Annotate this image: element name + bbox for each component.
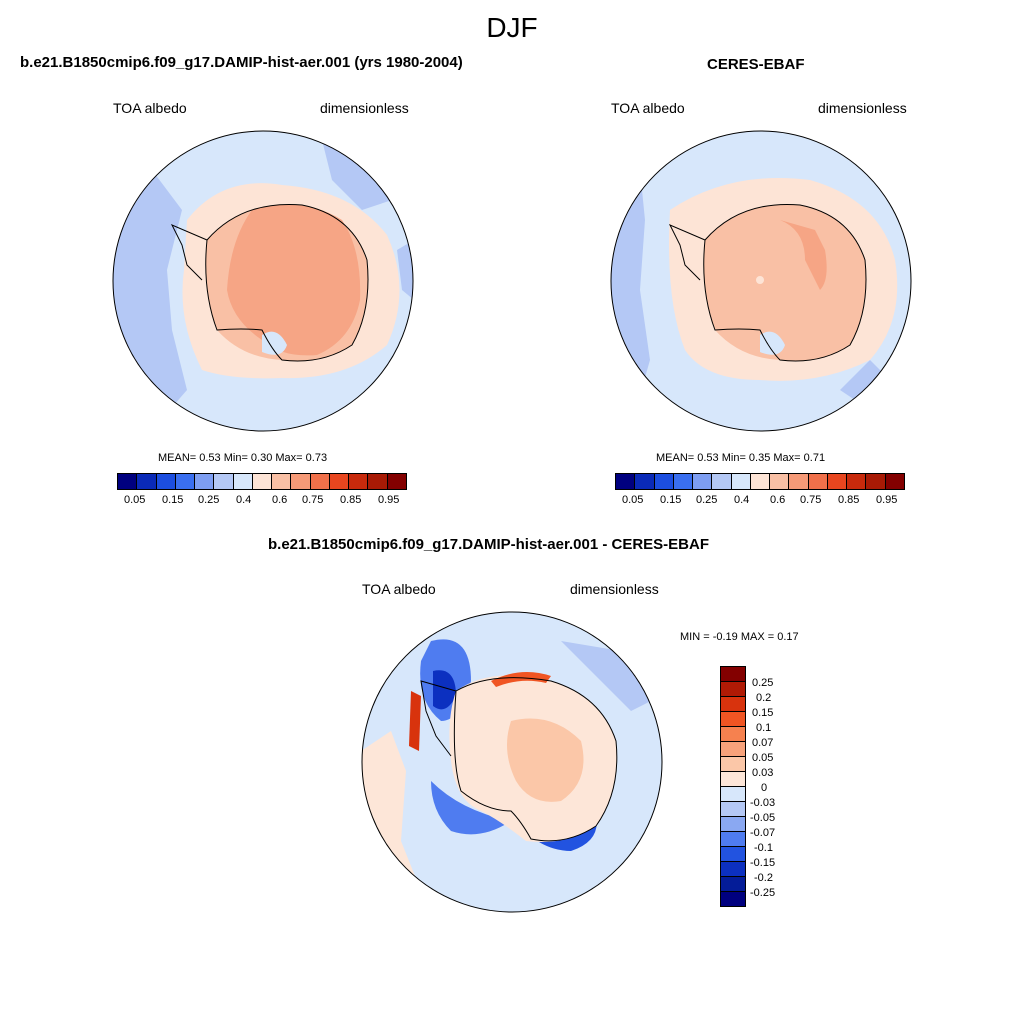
cbar3-tick: 0	[761, 782, 768, 794]
swatch	[291, 474, 311, 489]
swatch	[789, 474, 809, 489]
swatch	[721, 817, 745, 832]
swatch	[721, 862, 745, 877]
swatch	[175, 474, 196, 489]
swatch	[329, 474, 350, 489]
swatch	[750, 474, 771, 489]
cbar2-tick: 0.25	[696, 494, 718, 506]
panel3-units: dimensionless	[570, 581, 659, 597]
swatch	[721, 892, 745, 906]
swatch	[214, 474, 234, 489]
cbar3-tick: -0.03	[750, 797, 776, 809]
swatch	[847, 474, 867, 489]
cbar3-tick: 0.2	[756, 692, 772, 704]
panel2-colorbar-boxes	[615, 473, 905, 490]
swatch	[616, 474, 636, 489]
swatch	[866, 474, 886, 489]
cbar1-tick: 0.75	[302, 494, 324, 506]
swatch	[310, 474, 330, 489]
swatch	[731, 474, 751, 489]
panel2-units: dimensionless	[818, 100, 907, 116]
swatch	[721, 667, 745, 682]
panel2-variable: TOA albedo	[611, 100, 685, 116]
swatch	[635, 474, 655, 489]
swatch	[654, 474, 674, 489]
swatch	[721, 727, 745, 742]
cbar1-tick: 0.95	[378, 494, 400, 506]
cbar3-tick: 0.15	[752, 707, 774, 719]
cbar3-tick: -0.07	[750, 827, 776, 839]
cbar1-tick: 0.05	[124, 494, 146, 506]
swatch	[673, 474, 694, 489]
cbar3-tick: -0.05	[750, 812, 776, 824]
cbar3-tick: 0.1	[756, 722, 772, 734]
swatch	[721, 877, 745, 892]
panel3-title: b.e21.B1850cmip6.f09_g17.DAMIP-hist-aer.…	[268, 536, 709, 553]
cbar3-tick: 0.05	[752, 752, 774, 764]
swatch	[721, 847, 745, 862]
panel1-title: b.e21.B1850cmip6.f09_g17.DAMIP-hist-aer.…	[20, 54, 463, 71]
cbar2-tick: 0.75	[800, 494, 822, 506]
panel3-map	[361, 611, 663, 913]
swatch	[118, 474, 138, 489]
panel1-variable: TOA albedo	[113, 100, 187, 116]
cbar1-tick: 0.6	[272, 494, 288, 506]
panel1-map	[112, 130, 414, 432]
panel1-stats: MEAN= 0.53 Min= 0.30 Max= 0.73	[158, 452, 328, 464]
cbar2-tick: 0.05	[622, 494, 644, 506]
swatch	[721, 772, 745, 787]
cbar3-tick: -0.1	[754, 842, 773, 854]
cbar1-tick: 0.25	[198, 494, 220, 506]
panel3-colorbar-boxes	[720, 666, 746, 907]
swatch	[721, 712, 745, 727]
swatch	[721, 832, 745, 847]
swatch	[252, 474, 273, 489]
cbar3-tick: -0.2	[754, 872, 773, 884]
swatch	[721, 787, 745, 802]
swatch	[721, 757, 745, 772]
swatch	[712, 474, 732, 489]
swatch	[808, 474, 828, 489]
cbar2-tick: 0.95	[876, 494, 898, 506]
swatch	[195, 474, 215, 489]
panel1-units: dimensionless	[320, 100, 409, 116]
cbar3-tick: -0.25	[750, 887, 776, 899]
swatch	[368, 474, 388, 489]
swatch	[693, 474, 713, 489]
panel1-colorbar	[117, 473, 407, 490]
swatch	[721, 802, 745, 817]
cbar3-tick: -0.15	[750, 857, 776, 869]
swatch	[721, 697, 745, 712]
swatch	[233, 474, 253, 489]
panel2-map	[610, 130, 912, 432]
cbar2-tick: 0.85	[838, 494, 860, 506]
swatch	[770, 474, 790, 489]
swatch	[137, 474, 157, 489]
cbar3-tick: 0.03	[752, 767, 774, 779]
swatch	[349, 474, 369, 489]
panel1-colorbar-boxes	[117, 473, 407, 490]
cbar2-tick: 0.6	[770, 494, 786, 506]
cbar2-tick: 0.4	[734, 494, 750, 506]
panel2-title: CERES-EBAF	[707, 56, 805, 73]
cbar1-tick: 0.4	[236, 494, 252, 506]
swatch	[827, 474, 848, 489]
panel3-stats: MIN = -0.19 MAX = 0.17	[680, 631, 799, 643]
season-title: DJF	[486, 12, 538, 43]
cbar3-tick: 0.07	[752, 737, 774, 749]
swatch	[721, 742, 745, 757]
panel2-colorbar	[615, 473, 905, 490]
cbar1-tick: 0.15	[162, 494, 184, 506]
swatch	[885, 474, 904, 489]
panel3-variable: TOA albedo	[362, 581, 436, 597]
swatch	[272, 474, 292, 489]
cbar3-tick: 0.25	[752, 677, 774, 689]
cbar1-tick: 0.85	[340, 494, 362, 506]
cbar2-tick: 0.15	[660, 494, 682, 506]
swatch	[156, 474, 176, 489]
panel3-colorbar	[720, 666, 746, 907]
swatch	[387, 474, 406, 489]
panel2-stats: MEAN= 0.53 Min= 0.35 Max= 0.71	[656, 452, 826, 464]
swatch	[721, 682, 745, 697]
